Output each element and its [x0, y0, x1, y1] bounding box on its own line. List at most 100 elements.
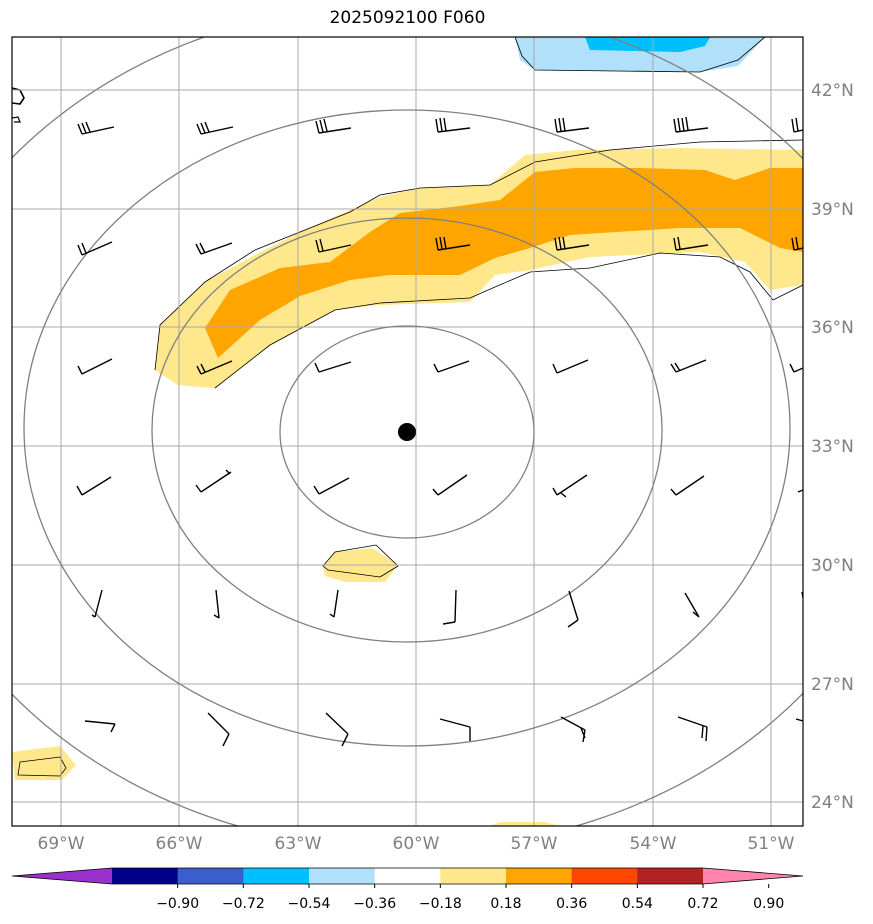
colorbar-segment	[243, 868, 310, 884]
lat-label: 24°N	[811, 793, 854, 813]
wind-barb	[315, 238, 352, 253]
patch-bottom-center	[490, 822, 560, 826]
colorbar-segment	[177, 868, 244, 884]
colorbar-label: 0.36	[556, 896, 587, 912]
contour-line	[214, 252, 803, 389]
map-title: 2025092100 F060	[329, 8, 486, 28]
wind-barb	[791, 236, 803, 251]
contour-line	[514, 37, 766, 73]
wind-barb	[195, 242, 233, 255]
wind-barb	[76, 476, 112, 496]
wind-barb	[91, 589, 103, 618]
storm-center-marker	[398, 423, 416, 441]
range-ring	[279, 325, 535, 539]
colorbar-segment	[374, 868, 441, 884]
lat-label: 27°N	[811, 675, 854, 695]
map-area	[12, 37, 803, 826]
lon-label: 51°W	[748, 834, 795, 854]
lon-label: 66°W	[156, 834, 203, 854]
range-ring	[151, 217, 663, 643]
wind-barb	[552, 474, 588, 498]
colorbar-extend-high	[703, 868, 803, 884]
lon-label: 57°W	[511, 834, 558, 854]
wind-barb	[315, 118, 352, 134]
colorbar-segment	[440, 868, 507, 884]
coast-outline	[12, 87, 25, 105]
colorbar-segment	[571, 868, 638, 884]
wind-barb	[433, 360, 470, 373]
range-rings	[12, 37, 803, 826]
colorbar-segment	[637, 868, 704, 884]
colorbar-label: −0.72	[222, 896, 265, 912]
wind-barb	[797, 489, 803, 493]
graticule	[12, 37, 803, 826]
contour-line	[154, 139, 803, 371]
colorbar-label: 0.72	[687, 896, 718, 912]
wind-barb	[313, 477, 350, 495]
colorbar-segment	[506, 868, 573, 884]
coast-outline	[12, 116, 21, 123]
contour-line	[322, 544, 399, 578]
colorbar-segment	[309, 868, 376, 884]
wind-barb	[196, 121, 234, 135]
lon-label: 69°W	[38, 834, 85, 854]
wind-barb	[435, 117, 471, 133]
wind-barb	[673, 236, 709, 251]
patch-bottom-left	[12, 746, 76, 780]
wind-barb	[84, 720, 116, 733]
band-blue	[585, 37, 710, 52]
wind-barb	[77, 241, 113, 256]
wind-barb	[435, 236, 471, 251]
wind-barb	[442, 589, 457, 625]
colorbar-outline	[11, 867, 804, 885]
wind-barb	[670, 359, 707, 373]
wind-barbs	[76, 116, 803, 747]
wind-barb	[560, 716, 586, 743]
lat-label: 30°N	[811, 556, 854, 576]
wind-barb	[432, 474, 468, 496]
lon-label: 63°W	[275, 834, 322, 854]
wind-barb	[554, 117, 590, 133]
lat-label: 36°N	[811, 318, 854, 338]
range-ring	[12, 37, 803, 826]
colorbar-label: 0.54	[622, 896, 653, 912]
colorbar-label: 0.90	[753, 896, 784, 912]
lat-label: 33°N	[811, 437, 854, 457]
wind-barb	[554, 236, 590, 251]
wind-barb	[684, 592, 700, 618]
wind-barb	[314, 361, 352, 373]
wind-barb	[195, 469, 232, 493]
colorbar-label: −0.90	[156, 896, 199, 912]
wind-barb	[677, 716, 708, 742]
wind-barb	[196, 360, 233, 375]
positive-shading	[12, 148, 803, 826]
colorbar: −0.90 −0.72 −0.54 −0.36 −0.18 0.18 0.36 0.54 0.7…	[11, 867, 804, 912]
wind-barb	[77, 358, 113, 375]
wind-barb	[670, 475, 705, 496]
lat-label: 39°N	[811, 200, 854, 220]
lat-labels: 42°N 39°N 36°N 33°N 30°N 27°N 24°N	[811, 81, 854, 813]
wind-barb	[795, 718, 803, 722]
lon-label: 60°W	[393, 834, 440, 854]
wind-barb	[673, 116, 709, 133]
map-frame	[11, 36, 804, 827]
colorbar-extend-low	[12, 868, 112, 884]
colorbar-segment	[112, 868, 179, 884]
wind-barb	[789, 363, 803, 373]
wind-barb	[325, 712, 349, 747]
wind-barb	[77, 121, 115, 135]
range-ring	[23, 109, 791, 747]
contour-line	[17, 756, 67, 777]
contour-lines	[12, 37, 803, 777]
colorbar-label: −0.54	[288, 896, 331, 912]
colorbar-label: −0.18	[419, 896, 462, 912]
lat-label: 42°N	[811, 81, 854, 101]
wind-barb	[552, 359, 589, 374]
wind-barb	[329, 589, 339, 618]
colorbar-label: −0.36	[353, 896, 396, 912]
colorbar-label: 0.18	[490, 896, 521, 912]
wind-barb	[791, 117, 803, 133]
negative-shading	[515, 37, 765, 72]
wind-barb	[207, 712, 230, 747]
